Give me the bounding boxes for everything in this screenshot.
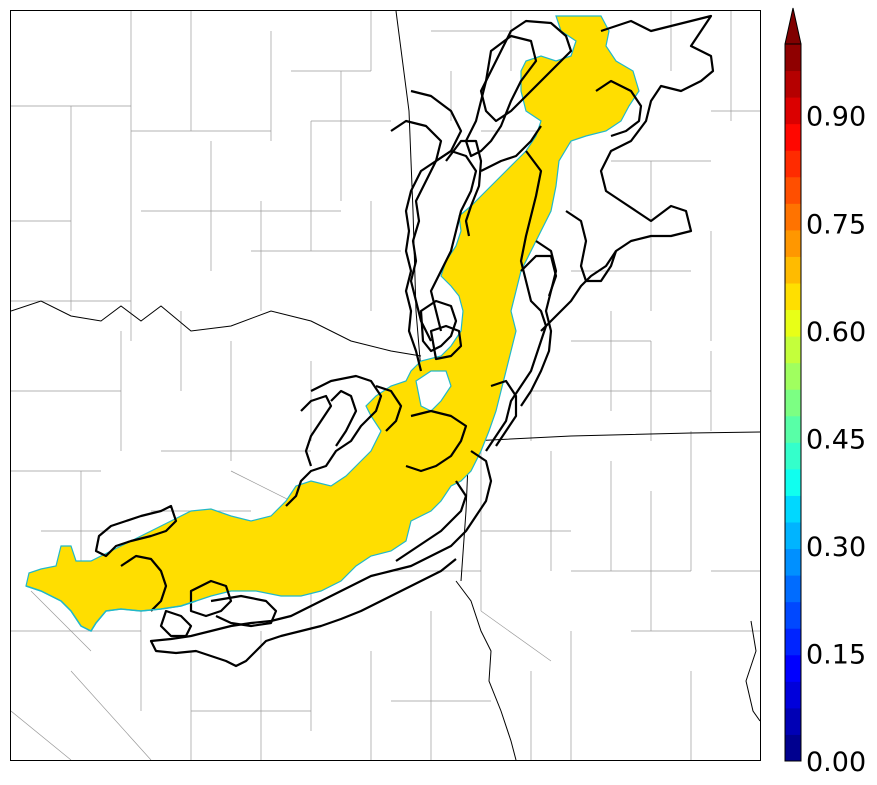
ensemble-contours — [94, 14, 715, 668]
colorbar-tick-label: 0.60 — [806, 317, 866, 348]
probability-region — [25, 15, 640, 632]
colorbar-extend-arrow — [785, 8, 801, 44]
colorbar-band — [785, 309, 801, 337]
colorbar-band — [785, 150, 801, 178]
colorbar-bands — [785, 44, 801, 762]
colorbar-band — [785, 495, 801, 523]
colorbar-band — [785, 229, 801, 257]
colorbar-band — [785, 601, 801, 629]
colorbar-band — [785, 70, 801, 98]
colorbar-band — [785, 442, 801, 470]
colorbar-tick-label: 0.00 — [806, 747, 866, 778]
colorbar-tick-label: 0.45 — [806, 424, 866, 455]
colorbar-band — [785, 575, 801, 603]
colorbar-band — [785, 123, 801, 151]
colorbar-band — [785, 628, 801, 656]
state-borders — [11, 11, 760, 760]
colorbar-band — [785, 654, 801, 682]
colorbar-band — [785, 707, 801, 735]
colorbar-tick-label: 0.75 — [806, 209, 866, 240]
colorbar-band — [785, 203, 801, 231]
colorbar-tick-label: 0.90 — [806, 102, 866, 133]
colorbar-band — [785, 97, 801, 125]
colorbar-ticks: 0.00 0.15 0.30 0.45 0.60 0.75 0.90 — [806, 102, 866, 778]
colorbar-band — [785, 176, 801, 204]
colorbar-tick-label: 0.15 — [806, 639, 866, 670]
colorbar-band — [785, 362, 801, 390]
colorbar-band — [785, 336, 801, 364]
colorbar-band — [785, 522, 801, 550]
map-panel — [10, 10, 761, 761]
colorbar-band — [785, 389, 801, 417]
colorbar-outline — [784, 43, 802, 762]
colorbar-band — [785, 44, 801, 72]
colorbar-band — [785, 415, 801, 443]
colorbar-band — [785, 548, 801, 576]
colorbar-band — [785, 256, 801, 284]
probability-map — [11, 11, 760, 760]
region-edge-band — [25, 585, 197, 632]
colorbar-extend-outline — [784, 7, 802, 45]
colorbar-band — [785, 283, 801, 311]
colorbar-tick-label: 0.30 — [806, 532, 866, 563]
colorbar-band — [785, 681, 801, 709]
county-boundaries — [11, 11, 760, 760]
colorbar-band — [785, 468, 801, 496]
colorbar-band — [785, 734, 801, 762]
colorbar: 0.00 0.15 0.30 0.45 0.60 0.75 0.90 — [784, 7, 866, 778]
